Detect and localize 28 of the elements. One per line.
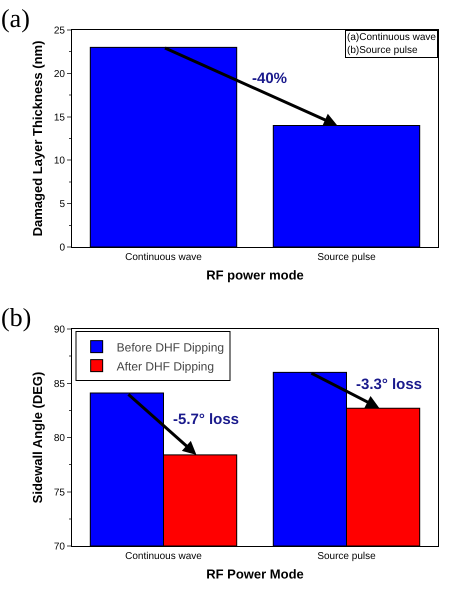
y-tick-label: 80 xyxy=(54,433,66,444)
legend-label: After DHF Dipping xyxy=(116,359,214,374)
y-tick-label: 20 xyxy=(54,68,66,80)
y-axis-title: Damaged Layer Thickness (nm) xyxy=(30,40,45,236)
y-tick-label: 10 xyxy=(54,156,66,167)
x-tick-label: Source pulse xyxy=(317,551,376,562)
x-axis-title: RF power mode xyxy=(206,268,304,283)
y-tick-label: 0 xyxy=(59,242,66,254)
y-tick-label: 70 xyxy=(54,542,66,552)
x-tick-label: Continuous wave xyxy=(125,551,202,562)
y-axis-title: Sidewall Angle (DEG) xyxy=(30,372,45,504)
annotation: -5.7° loss xyxy=(173,411,240,428)
annotation: -40% xyxy=(252,70,288,87)
y-tick-label: 5 xyxy=(59,199,66,210)
text: (a) xyxy=(1,4,30,33)
text: (b) xyxy=(1,303,32,332)
y-tick-label: 90 xyxy=(54,324,66,336)
y-tick-label: 25 xyxy=(54,26,66,36)
annotation: (a)Continuous wave xyxy=(347,32,436,43)
x-tick-label: Continuous wave xyxy=(125,252,202,263)
y-tick-label: 75 xyxy=(54,487,66,498)
x-axis-title: RF Power Mode xyxy=(206,566,304,582)
y-tick-label: 85 xyxy=(54,378,66,390)
x-tick-label: Source pulse xyxy=(317,252,376,263)
annotation: -3.3° loss xyxy=(356,376,422,393)
y-tick-label: 15 xyxy=(54,112,66,124)
annotation: (b)Source pulse xyxy=(347,45,418,56)
legend-label: Before DHF Dipping xyxy=(116,340,224,354)
